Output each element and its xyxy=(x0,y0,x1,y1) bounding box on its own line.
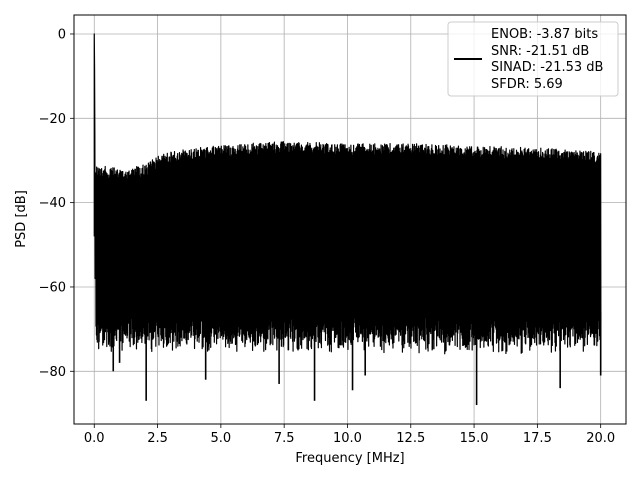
x-tick-label: 12.5 xyxy=(396,431,425,446)
legend-box xyxy=(447,21,619,97)
legend-enob: ENOB: -3.87 bits xyxy=(491,27,598,42)
y-axis-label: PSD [dB] xyxy=(14,190,29,248)
x-tick-label: 17.5 xyxy=(523,431,552,446)
y-tick-label: −20 xyxy=(39,112,66,127)
x-axis-ticks: 0.0 2.5 5.0 7.5 10.0 12.5 15.0 17.5 20.0 xyxy=(84,424,615,446)
legend-snr: SNR: -21.51 dB xyxy=(491,44,589,59)
psd-line xyxy=(93,33,602,355)
legend: ENOB: -3.87 bits SNR: -21.51 dB SINAD: -… xyxy=(447,21,619,97)
x-tick-label: 7.5 xyxy=(274,431,295,446)
legend-sinad: SINAD: -21.53 dB xyxy=(491,60,603,75)
y-tick-label: −80 xyxy=(39,365,66,380)
y-tick-label: −40 xyxy=(39,196,66,211)
x-axis-label: Frequency [MHz] xyxy=(295,451,404,466)
x-tick-label: 0.0 xyxy=(84,431,105,446)
y-tick-label: 0 xyxy=(58,27,66,42)
x-tick-label: 15.0 xyxy=(460,431,489,446)
x-tick-label: 10.0 xyxy=(333,431,362,446)
y-tick-label: −60 xyxy=(39,280,66,295)
plot-frame xyxy=(73,14,627,425)
psd-series xyxy=(93,33,602,406)
x-tick-label: 2.5 xyxy=(147,431,168,446)
y-axis-ticks: 0 −20 −40 −60 −80 xyxy=(39,27,74,380)
x-tick-label: 5.0 xyxy=(211,431,232,446)
legend-sfdr: SFDR: 5.69 xyxy=(491,77,563,92)
x-tick-label: 20.0 xyxy=(586,431,615,446)
